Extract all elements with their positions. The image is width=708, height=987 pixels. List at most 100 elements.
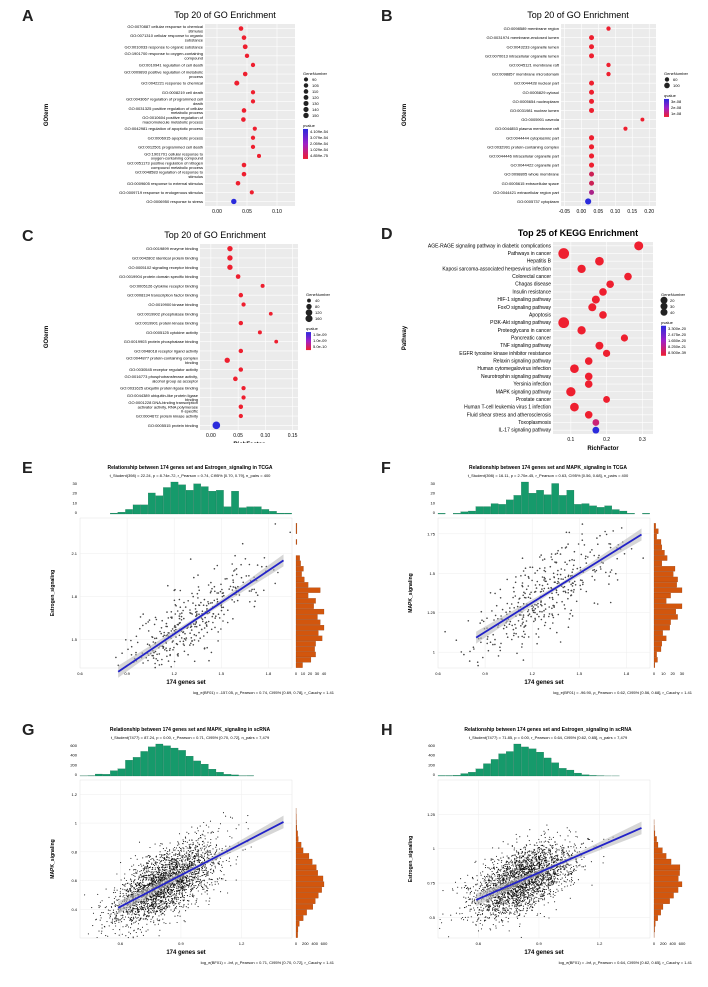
top-histogram-tick: 30 [431, 481, 436, 486]
data-point [486, 917, 488, 919]
data-point [544, 851, 546, 853]
data-point [473, 895, 475, 898]
data-point [514, 595, 517, 597]
top-histogram-tick: 20 [431, 491, 436, 496]
data-point [503, 624, 506, 627]
data-point [495, 604, 498, 607]
data-point [160, 875, 162, 877]
data-point [213, 871, 215, 873]
size-legend-label: 90 [312, 77, 317, 82]
data-point [209, 863, 211, 865]
data-point [171, 886, 173, 889]
data-point [108, 896, 110, 898]
data-point [159, 908, 161, 910]
data-point [87, 933, 89, 935]
data-point [145, 916, 147, 918]
data-point [219, 590, 222, 593]
data-point [161, 868, 164, 870]
term-label: GO:0012501 programmed cell death [138, 144, 203, 149]
data-point [157, 896, 159, 898]
data-point [155, 896, 157, 898]
top-histogram-bar [193, 760, 201, 777]
data-point [146, 883, 148, 885]
top-histogram-bar [612, 509, 620, 515]
data-point [187, 853, 189, 855]
top-histogram-bar [117, 512, 126, 515]
data-point [201, 887, 204, 889]
color-legend-label: 1e-08 [671, 111, 682, 116]
data-point [179, 613, 181, 615]
data-point [464, 881, 466, 884]
data-point [510, 908, 513, 910]
data-point [469, 650, 471, 653]
data-point [125, 935, 127, 937]
data-point [527, 610, 529, 613]
data-point [126, 889, 128, 891]
data-point [192, 893, 194, 895]
data-point [144, 903, 146, 905]
data-point [554, 901, 556, 903]
data-point [147, 885, 149, 887]
data-point [139, 877, 141, 879]
chart-footer: log_e(BF01) = -96.90, ρ_Pearson = 0.62, … [553, 690, 693, 695]
data-point [206, 874, 208, 877]
data-point [122, 896, 124, 898]
data-point [130, 857, 132, 859]
data-point [556, 582, 559, 585]
data-point [154, 876, 156, 878]
data-point [521, 873, 523, 876]
side-histogram-bar [295, 920, 300, 927]
data-point [123, 919, 125, 921]
data-point [180, 854, 182, 856]
data-point [198, 613, 200, 615]
data-point [591, 549, 593, 551]
data-point [206, 631, 209, 634]
data-point [182, 895, 184, 897]
data-point [177, 842, 180, 844]
data-point [520, 904, 523, 907]
x-tick-label: 0.6 [476, 941, 482, 946]
data-point [142, 934, 144, 936]
data-point [539, 894, 541, 896]
side-histogram-bar [295, 864, 317, 871]
data-point [98, 905, 100, 907]
data-point [152, 879, 155, 881]
data-point [563, 869, 565, 871]
data-point [160, 861, 162, 863]
size-legend-label: 30 [670, 304, 675, 309]
data-point [201, 868, 204, 870]
data-point [567, 853, 570, 855]
data-point [203, 869, 205, 872]
data-point [570, 609, 572, 612]
data-point [548, 841, 550, 843]
data-point [139, 906, 141, 908]
data-point [207, 874, 209, 876]
data-point [468, 904, 470, 906]
x-tick-label: 0.9 [124, 671, 130, 676]
data-point [571, 585, 574, 587]
data-point [116, 873, 118, 875]
data-point [548, 613, 551, 615]
data-point [179, 915, 181, 917]
data-point [159, 871, 161, 873]
data-point [127, 894, 130, 896]
data-point [227, 609, 229, 611]
data-point [151, 879, 153, 882]
data-point [529, 866, 531, 868]
data-point [161, 889, 163, 891]
data-point [187, 907, 189, 909]
data-point [145, 862, 148, 864]
data-point [130, 886, 132, 888]
data-point [531, 609, 534, 612]
data-point [149, 904, 151, 906]
data-point [519, 857, 521, 859]
data-point [529, 888, 531, 890]
data-point [536, 580, 539, 583]
color-legend-label: 2e-08 [671, 105, 682, 110]
data-point [518, 905, 520, 907]
data-point [158, 920, 160, 922]
data-point [146, 865, 148, 867]
data-point [505, 916, 507, 918]
data-point [121, 884, 124, 886]
data-point [529, 843, 531, 845]
